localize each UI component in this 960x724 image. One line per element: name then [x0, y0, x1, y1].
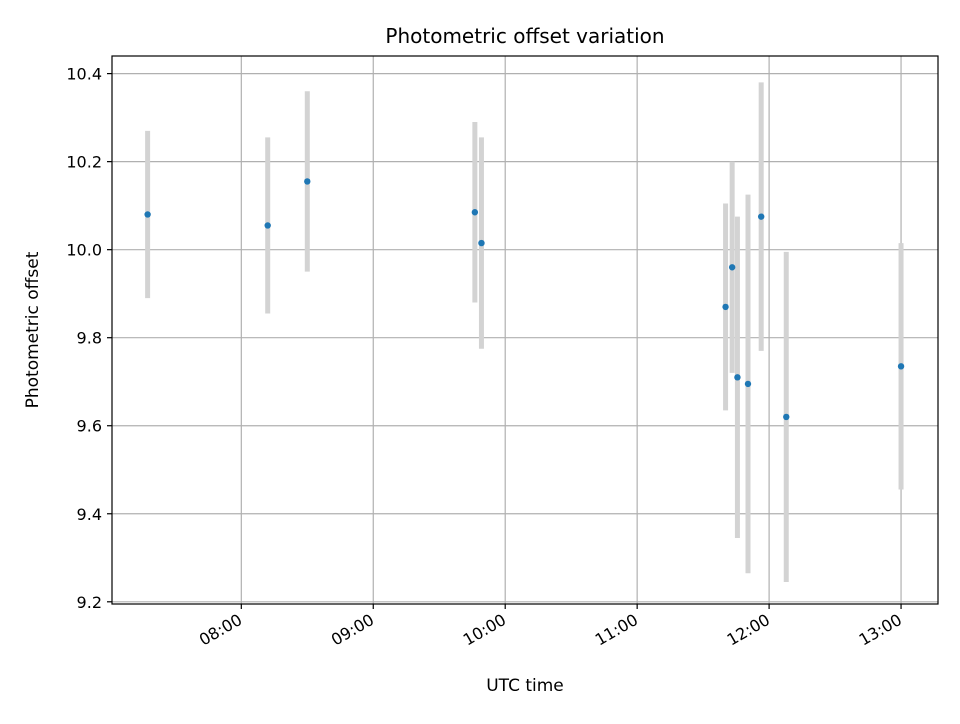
y-tick-label: 9.4 — [77, 505, 102, 524]
x-axis-label: UTC time — [486, 676, 564, 696]
data-point — [304, 178, 311, 185]
data-point — [144, 211, 151, 218]
y-tick-label: 10.0 — [66, 241, 102, 260]
y-tick-label: 9.2 — [77, 593, 102, 612]
data-point — [471, 209, 479, 216]
data-point — [757, 213, 765, 220]
data-point — [897, 363, 905, 370]
plot-frame — [111, 55, 939, 605]
data-point — [783, 413, 790, 421]
y-tick-label: 10.4 — [66, 65, 102, 84]
data-point — [264, 222, 271, 229]
point-layer — [144, 178, 905, 421]
data-point — [722, 303, 729, 311]
data-point — [734, 374, 741, 381]
data-point — [478, 239, 485, 247]
data-point — [728, 264, 736, 271]
chart-title: Photometric offset variation — [385, 24, 664, 48]
y-tick-label: 10.2 — [66, 153, 102, 172]
y-axis-label: Photometric offset — [23, 251, 43, 408]
y-tick-label: 9.6 — [77, 417, 102, 436]
data-point — [744, 380, 752, 388]
y-tick-label: 9.8 — [77, 329, 102, 348]
